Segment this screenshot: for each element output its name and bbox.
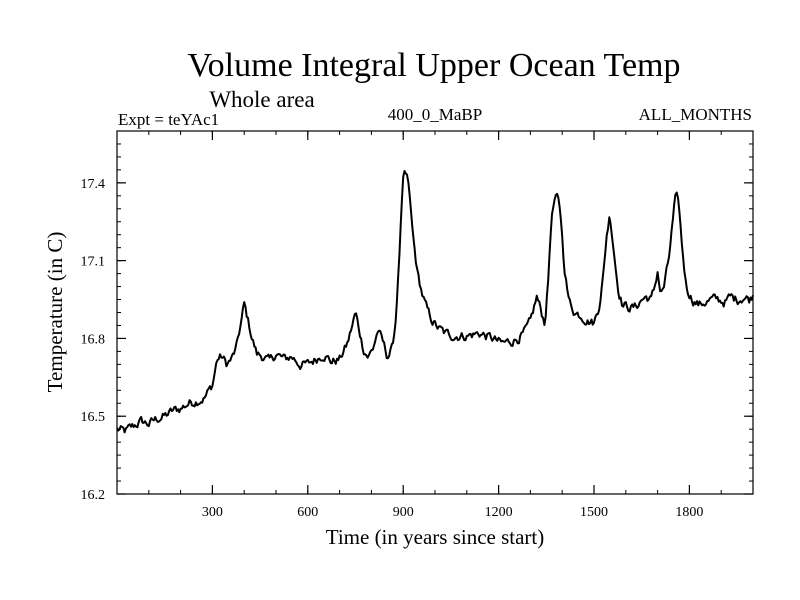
y-tick-label: 16.8: [81, 332, 106, 347]
chart-subtitle: Whole area: [209, 87, 314, 112]
y-tick-label: 17.1: [81, 255, 106, 270]
y-axis-label: Temperature (in C): [43, 232, 67, 393]
y-tick-label: 16.2: [81, 488, 106, 503]
header-center: 400_0_MaBP: [388, 105, 482, 124]
y-tick-label: 16.5: [81, 410, 106, 425]
x-tick-label: 900: [393, 505, 414, 520]
axis-ticks: [117, 131, 753, 495]
temperature-series-line: [116, 170, 754, 434]
x-tick-label: 300: [202, 505, 223, 520]
x-tick-label: 1500: [580, 505, 608, 520]
chart-title: Volume Integral Upper Ocean Temp: [188, 47, 681, 84]
header-right: ALL_MONTHS: [639, 105, 752, 124]
header-left: Expt = teYAc1: [118, 110, 219, 129]
plot-frame: [116, 130, 754, 495]
x-axis-label: Time (in years since start): [326, 525, 545, 549]
y-tick-label: 17.4: [81, 177, 106, 192]
x-tick-label: 600: [297, 505, 318, 520]
x-tick-label: 1200: [485, 505, 513, 520]
axis-tick-labels: 300 600 900 1200 1500 1800 16.2 16.5 16.8 17.1 17.…: [81, 177, 704, 520]
x-tick-label: 1800: [675, 505, 703, 520]
